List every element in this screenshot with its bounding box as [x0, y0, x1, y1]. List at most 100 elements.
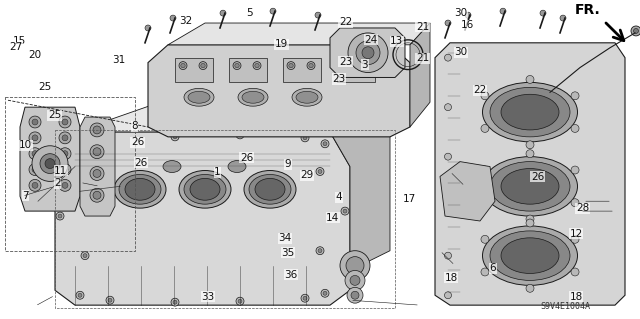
Text: 27: 27 [10, 42, 22, 52]
Text: 22: 22 [474, 85, 486, 95]
Circle shape [29, 164, 41, 175]
Circle shape [171, 298, 179, 306]
Circle shape [481, 92, 489, 100]
Circle shape [348, 33, 388, 72]
Polygon shape [175, 58, 213, 82]
Circle shape [108, 298, 112, 302]
Circle shape [32, 146, 68, 182]
Polygon shape [337, 58, 375, 82]
Circle shape [287, 62, 295, 70]
Circle shape [171, 133, 179, 141]
Circle shape [301, 134, 309, 142]
Circle shape [315, 12, 321, 18]
Polygon shape [410, 23, 430, 127]
Text: 23: 23 [339, 57, 352, 67]
Circle shape [29, 148, 41, 160]
Text: 15: 15 [13, 36, 26, 46]
Text: 26: 26 [240, 153, 253, 163]
Circle shape [321, 140, 329, 148]
Polygon shape [330, 28, 405, 78]
Circle shape [318, 169, 322, 174]
Circle shape [179, 62, 187, 70]
Circle shape [29, 116, 41, 128]
Circle shape [343, 209, 347, 213]
Ellipse shape [228, 160, 246, 173]
Circle shape [445, 292, 451, 299]
Text: 21: 21 [416, 54, 429, 63]
Text: 25: 25 [38, 82, 51, 92]
Circle shape [571, 199, 579, 207]
Circle shape [445, 104, 451, 111]
Circle shape [445, 153, 451, 160]
Ellipse shape [483, 157, 577, 216]
Ellipse shape [179, 171, 231, 208]
Text: 26: 26 [134, 158, 147, 168]
Circle shape [40, 154, 60, 174]
Circle shape [481, 124, 489, 132]
Circle shape [32, 151, 38, 157]
Polygon shape [440, 162, 495, 221]
Ellipse shape [292, 88, 322, 106]
Ellipse shape [501, 168, 559, 204]
Circle shape [76, 291, 84, 299]
Ellipse shape [242, 91, 264, 103]
Circle shape [106, 296, 114, 304]
Polygon shape [75, 102, 390, 132]
Circle shape [90, 123, 104, 137]
Ellipse shape [184, 174, 226, 204]
Circle shape [32, 119, 38, 125]
Circle shape [571, 235, 579, 243]
Circle shape [526, 76, 534, 83]
Circle shape [481, 235, 489, 243]
Circle shape [316, 167, 324, 175]
Circle shape [170, 15, 176, 21]
Circle shape [62, 182, 68, 188]
Circle shape [32, 167, 38, 173]
Polygon shape [148, 45, 410, 137]
Circle shape [465, 12, 471, 18]
Text: 12: 12 [570, 229, 582, 239]
Text: 9: 9 [285, 159, 291, 169]
Circle shape [526, 150, 534, 158]
Ellipse shape [190, 178, 220, 200]
Circle shape [634, 28, 639, 33]
Text: 32: 32 [179, 16, 192, 26]
Ellipse shape [119, 174, 161, 204]
Ellipse shape [184, 88, 214, 106]
Ellipse shape [490, 231, 570, 280]
Circle shape [445, 20, 451, 26]
Text: 13: 13 [390, 36, 403, 46]
Circle shape [108, 138, 112, 142]
Circle shape [62, 119, 68, 125]
Circle shape [631, 26, 640, 36]
Circle shape [78, 293, 82, 297]
Ellipse shape [163, 160, 181, 173]
Ellipse shape [501, 94, 559, 130]
Circle shape [346, 257, 364, 274]
Circle shape [526, 219, 534, 227]
Circle shape [93, 148, 101, 156]
Text: 19: 19 [275, 39, 288, 49]
Circle shape [81, 252, 89, 260]
Circle shape [341, 207, 349, 215]
Circle shape [59, 116, 71, 128]
Circle shape [32, 135, 38, 141]
Text: 18: 18 [570, 292, 582, 302]
Text: 14: 14 [326, 213, 339, 223]
Text: 23: 23 [333, 74, 346, 84]
Circle shape [62, 151, 68, 157]
Circle shape [270, 8, 276, 14]
Circle shape [58, 214, 62, 218]
Text: 29: 29 [301, 170, 314, 180]
Polygon shape [229, 58, 267, 82]
Ellipse shape [483, 226, 577, 285]
Circle shape [341, 62, 349, 70]
Circle shape [481, 268, 489, 276]
Circle shape [571, 166, 579, 174]
Circle shape [361, 62, 369, 70]
Circle shape [90, 145, 104, 159]
Text: 1: 1 [214, 167, 221, 177]
Circle shape [236, 131, 244, 139]
Circle shape [351, 291, 359, 299]
Circle shape [445, 252, 451, 259]
